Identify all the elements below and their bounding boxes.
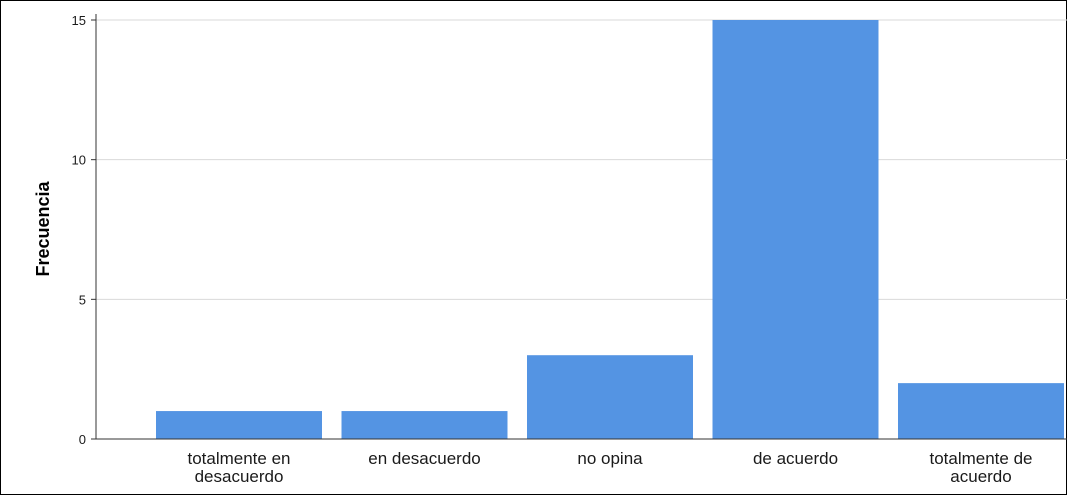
gridlines: [96, 19, 1067, 300]
x-tick-label: en desacuerdo: [368, 449, 480, 468]
y-tick-label: 5: [79, 292, 86, 307]
x-tick-label: de acuerdo: [753, 449, 838, 468]
y-axis-title: Frecuencia: [33, 180, 53, 276]
bar: [712, 20, 879, 439]
y-tick-label: 10: [72, 153, 86, 168]
y-tick-label: 0: [79, 432, 86, 447]
x-tick-label: totalmente de: [929, 449, 1032, 468]
y-tick-label: 15: [72, 13, 86, 28]
bars: [156, 20, 1064, 439]
x-tick-label: no opina: [577, 449, 643, 468]
x-tick-label: desacuerdo: [195, 467, 284, 486]
x-tick-label: totalmente en: [187, 449, 290, 468]
bar: [156, 411, 322, 439]
axes: [91, 14, 1067, 440]
bar: [341, 411, 508, 439]
bar: [898, 383, 1064, 439]
x-tick-label: acuerdo: [950, 467, 1011, 486]
bar: [527, 355, 693, 439]
y-tick-labels: 0 5 10 15: [72, 13, 86, 447]
